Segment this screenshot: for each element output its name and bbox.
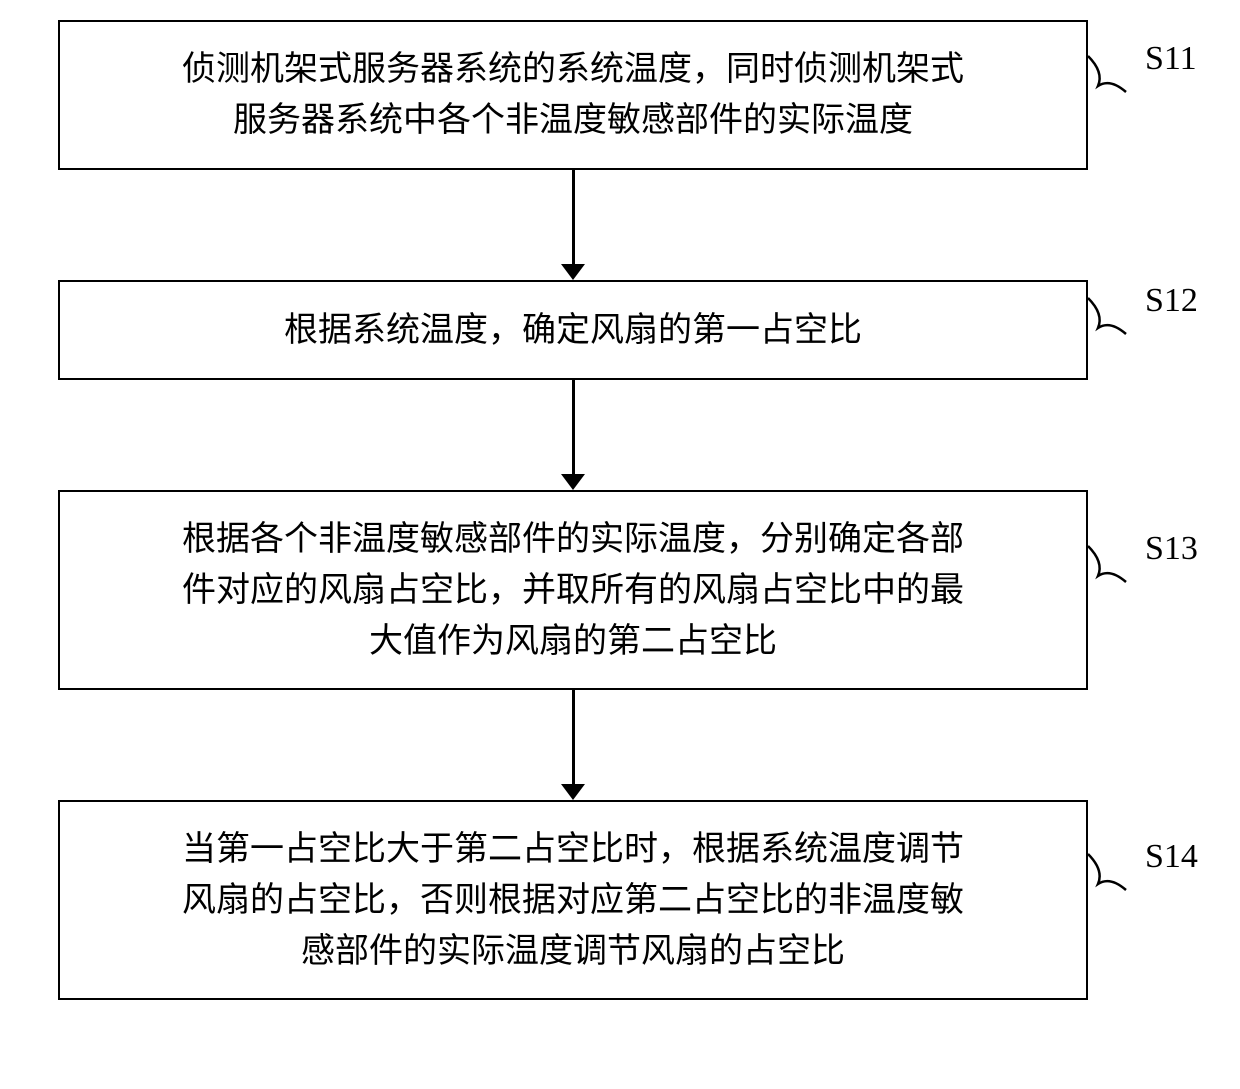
flow-node-s14-text: 当第一占空比大于第二占空比时，根据系统温度调节 风扇的占空比，否则根据对应第二占… bbox=[182, 824, 964, 977]
arrow-s11-s12-line bbox=[572, 170, 575, 266]
step-label-s12: S12 bbox=[1145, 282, 1198, 320]
flow-node-s12: 根据系统温度，确定风扇的第一占空比 bbox=[58, 280, 1088, 380]
step-label-s13: S13 bbox=[1145, 530, 1198, 568]
flow-node-s14: 当第一占空比大于第二占空比时，根据系统温度调节 风扇的占空比，否则根据对应第二占… bbox=[58, 800, 1088, 1000]
connector-s11 bbox=[1086, 48, 1146, 106]
connector-s13 bbox=[1086, 538, 1146, 596]
arrow-s13-s14-line bbox=[572, 690, 575, 786]
flow-node-s13: 根据各个非温度敏感部件的实际温度，分别确定各部 件对应的风扇占空比，并取所有的风… bbox=[58, 490, 1088, 690]
arrow-s12-s13-head bbox=[561, 474, 585, 490]
flow-node-s11: 侦测机架式服务器系统的系统温度，同时侦测机架式 服务器系统中各个非温度敏感部件的… bbox=[58, 20, 1088, 170]
arrow-s12-s13-line bbox=[572, 380, 575, 476]
step-label-s11: S11 bbox=[1145, 40, 1197, 78]
arrow-s13-s14-head bbox=[561, 784, 585, 800]
connector-s12 bbox=[1086, 290, 1146, 348]
flow-node-s13-text: 根据各个非温度敏感部件的实际温度，分别确定各部 件对应的风扇占空比，并取所有的风… bbox=[182, 514, 964, 667]
step-label-s14: S14 bbox=[1145, 838, 1198, 876]
flow-node-s11-text: 侦测机架式服务器系统的系统温度，同时侦测机架式 服务器系统中各个非温度敏感部件的… bbox=[182, 44, 964, 146]
connector-s14 bbox=[1086, 846, 1146, 904]
arrow-s11-s12-head bbox=[561, 264, 585, 280]
flow-node-s12-text: 根据系统温度，确定风扇的第一占空比 bbox=[284, 305, 862, 356]
flowchart-canvas: 侦测机架式服务器系统的系统温度，同时侦测机架式 服务器系统中各个非温度敏感部件的… bbox=[0, 0, 1240, 1089]
